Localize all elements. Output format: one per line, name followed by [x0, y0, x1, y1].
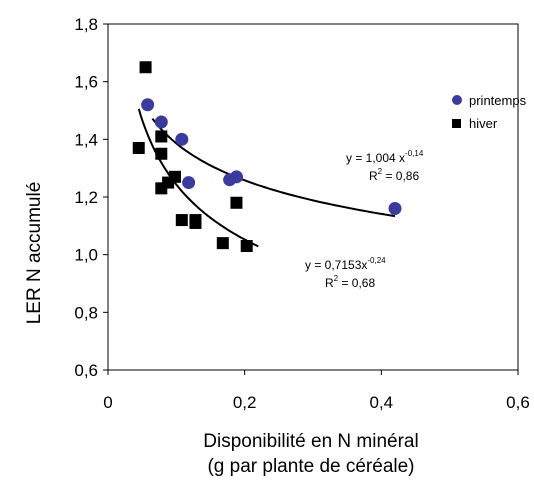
- legend-label-printemps: printemps: [469, 93, 527, 108]
- equation-hiver: y = 0,7153x-0,24: [305, 256, 386, 272]
- data-point-printemps: [182, 176, 196, 190]
- x-tick-label: 0: [103, 393, 112, 412]
- y-axis-title: LER N accumulé: [24, 182, 45, 325]
- data-point-printemps: [141, 98, 155, 112]
- legend-marker-hiver: [452, 119, 461, 128]
- y-tick-label: 1,4: [74, 130, 98, 149]
- y-tick-label: 0,8: [74, 303, 98, 322]
- x-axis-title-line1: Disponibilité en N minéral: [203, 431, 418, 452]
- r2-printemps: R2 = 0,86: [369, 167, 419, 183]
- x-tick-label: 0,2: [233, 393, 257, 412]
- data-point-hiver: [230, 196, 243, 209]
- x-tick-label: 0,4: [370, 393, 394, 412]
- data-point-printemps: [388, 202, 402, 216]
- y-tick-label: 1,8: [74, 15, 98, 34]
- plot-frame: [107, 23, 519, 371]
- y-tick-label: 0,6: [74, 361, 98, 380]
- data-point-printemps: [175, 132, 189, 146]
- legend-label-hiver: hiver: [469, 116, 498, 131]
- r2-hiver: R2 = 0,68: [325, 274, 375, 290]
- data-point-hiver: [168, 170, 181, 183]
- ticks-layer: 0,6 0,8 1,0 1,2 1,4 1,6 1,8 0 0,2 0,4 0,6: [74, 15, 529, 412]
- equation-printemps: y = 1,004 x-0,14: [346, 149, 424, 165]
- data-point-hiver: [155, 130, 168, 143]
- legend: printemps hiver: [452, 93, 527, 131]
- plot-area: 0,6 0,8 1,0 1,2 1,4 1,6 1,8 0 0,2 0,4 0,6: [74, 15, 529, 412]
- data-point-printemps: [229, 170, 243, 184]
- data-point-hiver: [139, 61, 152, 74]
- data-point-hiver: [175, 214, 188, 227]
- data-point-hiver: [240, 240, 253, 253]
- x-axis-title-line2: (g par plante de céréale): [207, 456, 414, 477]
- data-point-hiver: [189, 216, 202, 229]
- data-point-hiver: [132, 141, 145, 154]
- x-tick-label: 0,6: [506, 393, 530, 412]
- points-layer: [132, 61, 402, 253]
- legend-marker-printemps: [452, 95, 462, 105]
- annotation-printemps: y = 1,004 x-0,14 R2 = 0,86: [346, 149, 424, 183]
- annotation-hiver: y = 0,7153x-0,24 R2 = 0,68: [305, 256, 386, 290]
- y-tick-label: 1,0: [74, 246, 98, 265]
- trendline-printemps: [151, 117, 396, 218]
- y-tick-label: 1,6: [74, 73, 98, 92]
- data-point-hiver: [216, 237, 229, 250]
- data-point-hiver: [155, 147, 168, 160]
- data-point-printemps: [154, 115, 168, 129]
- y-tick-label: 1,2: [74, 188, 98, 207]
